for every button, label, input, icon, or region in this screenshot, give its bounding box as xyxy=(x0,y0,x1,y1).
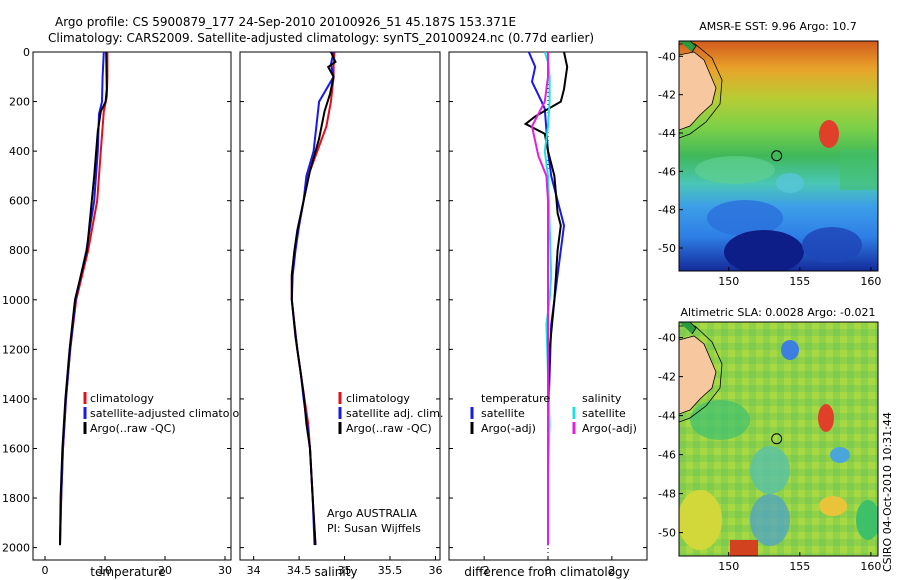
legend-label-argo: Argo(..raw -QC) xyxy=(90,422,176,435)
legend-label-temp-satellite: satellite xyxy=(481,407,525,420)
temperature-xlabel: temperature xyxy=(90,565,165,579)
annotation-program: Argo AUSTRALIA xyxy=(327,507,417,520)
salinity-xlabel: salinity xyxy=(314,565,357,579)
legend-label-satellite: satellite adj. clim. xyxy=(346,407,443,420)
y-tick-label: 1600 xyxy=(2,442,30,455)
x-tick-label: 155 xyxy=(789,275,810,288)
sla-map-panel: Altimetric SLA: 0.0028 Argo: -0.021 150 1… xyxy=(658,306,881,573)
salinity-panel: 34 34.5 35 35.5 36 salinity climatology sate… xyxy=(239,51,443,579)
y-tick-label: 0 xyxy=(23,46,30,59)
footer-credit: CSIRO 04-Oct-2010 10:31:44 xyxy=(881,412,894,572)
sla-map-title: Altimetric SLA: 0.0028 Argo: -0.021 xyxy=(681,306,876,319)
temperature-legend: climatology satellite-adjusted climatolo… xyxy=(83,392,253,435)
y-tick-label: 1400 xyxy=(2,393,30,406)
land-tasmania xyxy=(679,51,717,131)
series-line xyxy=(543,51,553,546)
series-line xyxy=(59,51,108,546)
y-tick-label: 200 xyxy=(9,96,30,109)
legend-label-climatology: climatology xyxy=(346,392,410,405)
y-tick-label: 400 xyxy=(9,145,30,158)
x-tick-label: 155 xyxy=(789,560,810,573)
x-tick-label: 160 xyxy=(860,560,881,573)
y-tick-label: 1000 xyxy=(2,294,30,307)
y-tick-label: -44 xyxy=(658,127,676,140)
temperature-ticks: 0 10 20 30 0 200 400 600 800 1000 1200 1400 1600 1800… xyxy=(2,46,232,577)
y-tick-label: -46 xyxy=(658,165,676,178)
y-tick-label: -42 xyxy=(658,371,676,384)
x-tick-label: 34 xyxy=(247,564,261,577)
series-line xyxy=(523,51,569,546)
x-tick-label: 150 xyxy=(718,275,739,288)
y-tick-label: -50 xyxy=(658,527,676,540)
y-tick-label: -44 xyxy=(658,410,676,423)
temperature-panel: 0 10 20 30 0 200 400 600 800 1000 1200 1400 1600 1800… xyxy=(2,46,253,579)
sst-heatmap xyxy=(679,41,878,271)
y-tick-label: -40 xyxy=(658,332,676,345)
x-tick-label: 35.5 xyxy=(378,564,403,577)
x-tick-label: -2 xyxy=(479,564,490,577)
legend-label-climatology: climatology xyxy=(90,392,154,405)
y-tick-label: 600 xyxy=(9,195,30,208)
y-tick-label: -50 xyxy=(658,242,676,255)
x-tick-label: 30 xyxy=(218,564,232,577)
salinity-axes-box xyxy=(239,51,441,561)
temperature-axes-box xyxy=(32,51,232,561)
sst-axes-box xyxy=(678,40,879,272)
sst-map-title: AMSR-E SST: 9.96 Argo: 10.7 xyxy=(699,20,857,33)
float-position-marker xyxy=(771,150,783,162)
salinity-ticks: 34 34.5 35 35.5 36 xyxy=(240,51,442,577)
sst-ticks: 150 155 160 -40 -42 -44 -46 -48 -50 xyxy=(658,50,881,288)
legend-label-argo: Argo(..raw -QC) xyxy=(346,422,432,435)
y-tick-label: -40 xyxy=(658,50,676,63)
temperature-lines xyxy=(59,51,109,546)
legend-label-sal-argo: Argo(-adj) xyxy=(582,422,637,435)
x-tick-label: 10 xyxy=(98,564,112,577)
y-tick-label: -48 xyxy=(658,204,676,217)
y-tick-label: -46 xyxy=(658,449,676,462)
difference-ticks: -2 0 2 xyxy=(449,51,647,577)
y-tick-label: 2000 xyxy=(2,542,30,555)
sla-ticks: 150 155 160 -40 -42 -44 -46 -48 -50 xyxy=(658,332,881,573)
legend-label-sal-satellite: satellite xyxy=(582,407,626,420)
x-tick-label: 20 xyxy=(158,564,172,577)
sla-axes-box xyxy=(678,321,879,557)
float-position-marker xyxy=(771,433,783,445)
salinity-lines xyxy=(290,51,337,546)
x-tick-label: 34.5 xyxy=(287,564,312,577)
header-line-1: Argo profile: CS 5900879_177 24-Sep-2010… xyxy=(55,15,516,29)
difference-legend: temperature satellite Argo(-adj) salinit… xyxy=(470,392,637,435)
difference-lines xyxy=(523,51,569,546)
salinity-legend: climatology satellite adj. clim. Argo(..… xyxy=(338,392,443,435)
x-tick-label: 36 xyxy=(428,564,442,577)
annotation-pi: PI: Susan Wijffels xyxy=(327,522,421,535)
legend-group-temperature: temperature xyxy=(481,392,550,405)
difference-panel: -2 0 2 difference from climatology tempera… xyxy=(448,51,648,579)
x-tick-label: 150 xyxy=(718,560,739,573)
series-line xyxy=(290,51,337,546)
legend-label-temp-argo: Argo(-adj) xyxy=(481,422,536,435)
x-tick-label: 2 xyxy=(608,564,615,577)
difference-xlabel: difference from climatology xyxy=(464,565,630,579)
legend-group-salinity: salinity xyxy=(582,392,622,405)
sst-map-panel: AMSR-E SST: 9.96 Argo: 10.7 150 155 160 -40… xyxy=(658,20,881,288)
x-tick-label: 0 xyxy=(42,564,49,577)
x-tick-label: 0 xyxy=(545,564,552,577)
y-tick-label: 800 xyxy=(9,244,30,257)
land-tasmania xyxy=(679,335,717,415)
y-tick-label: -42 xyxy=(658,89,676,102)
legend-label-satellite: satellite-adjusted climatology xyxy=(90,407,253,420)
x-tick-label: 35 xyxy=(338,564,352,577)
series-line xyxy=(530,52,549,546)
y-tick-label: 1200 xyxy=(2,343,30,356)
y-tick-label: 1800 xyxy=(2,492,30,505)
x-tick-label: 160 xyxy=(860,275,881,288)
y-tick-label: -48 xyxy=(658,488,676,501)
header-line-2: Climatology: CARS2009. Satellite-adjuste… xyxy=(48,31,594,45)
sla-heatmap xyxy=(679,322,878,556)
